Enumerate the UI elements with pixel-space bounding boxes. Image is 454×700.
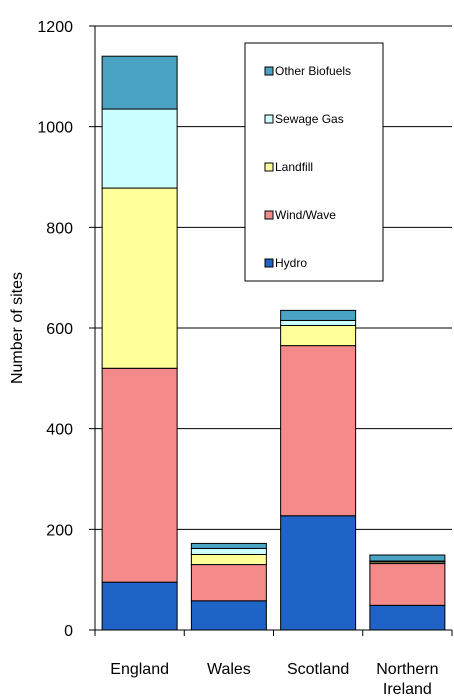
y-tick-label: 200 [46, 522, 73, 539]
legend-swatch [264, 162, 274, 172]
x-category-labels: England Wales Scotland Northern Ireland [110, 661, 438, 698]
legend-swatch [264, 66, 274, 76]
y-tick-label: 600 [46, 321, 73, 338]
bar-segment-wind-wave [101, 367, 178, 583]
x-category-label: Ireland [383, 681, 432, 698]
bar-segment-hydro [280, 515, 357, 631]
bar-segment-wind-wave [190, 564, 267, 602]
bar-segment-landfill [101, 187, 178, 369]
bar-segment-sewage-gas [190, 547, 267, 556]
x-category-label: Scotland [287, 661, 349, 678]
bar-segment-sewage-gas [101, 108, 178, 189]
x-category-label: Northern [376, 661, 438, 678]
y-axis-label: Number of sites [9, 272, 26, 384]
bar-segment-sewage-gas [280, 319, 357, 326]
bar-segment-other-biofuels [101, 55, 178, 110]
bar-segment-other-biofuels [190, 542, 267, 549]
y-tick-labels: 0 200 400 600 800 1000 1200 [37, 19, 73, 640]
legend: Other Biofuels Sewage Gas Landfill Wind/Wav… [244, 42, 384, 282]
bar-segment-wind-wave [369, 563, 446, 606]
bar-segment-landfill [280, 324, 357, 347]
legend-label: Sewage Gas [275, 112, 344, 126]
bar-segment-hydro [369, 604, 446, 631]
bar-segment-hydro [190, 600, 267, 631]
legend-label: Wind/Wave [275, 208, 336, 222]
legend-label: Landfill [275, 160, 313, 174]
y-tick-label: 800 [46, 220, 73, 237]
bar-segment-other-biofuels [369, 554, 446, 562]
x-category-label: Wales [207, 661, 251, 678]
y-tick-label: 1200 [37, 19, 73, 36]
legend-label: Hydro [275, 256, 307, 270]
bar-segment-landfill [190, 554, 267, 566]
legend-swatch [264, 210, 274, 220]
y-tick-label: 1000 [37, 120, 73, 137]
bar-segment-hydro [101, 581, 178, 631]
x-category-label: England [110, 661, 169, 678]
y-tick-label: 0 [64, 623, 73, 640]
bar-segment-other-biofuels [280, 309, 357, 321]
legend-box [244, 42, 384, 282]
bar-segment-wind-wave [280, 345, 357, 517]
legend-swatch [264, 114, 274, 124]
y-tick-label: 400 [46, 422, 73, 439]
axes [89, 25, 453, 636]
legend-label: Other Biofuels [275, 64, 351, 78]
legend-swatch [264, 258, 274, 268]
bars [101, 55, 446, 631]
